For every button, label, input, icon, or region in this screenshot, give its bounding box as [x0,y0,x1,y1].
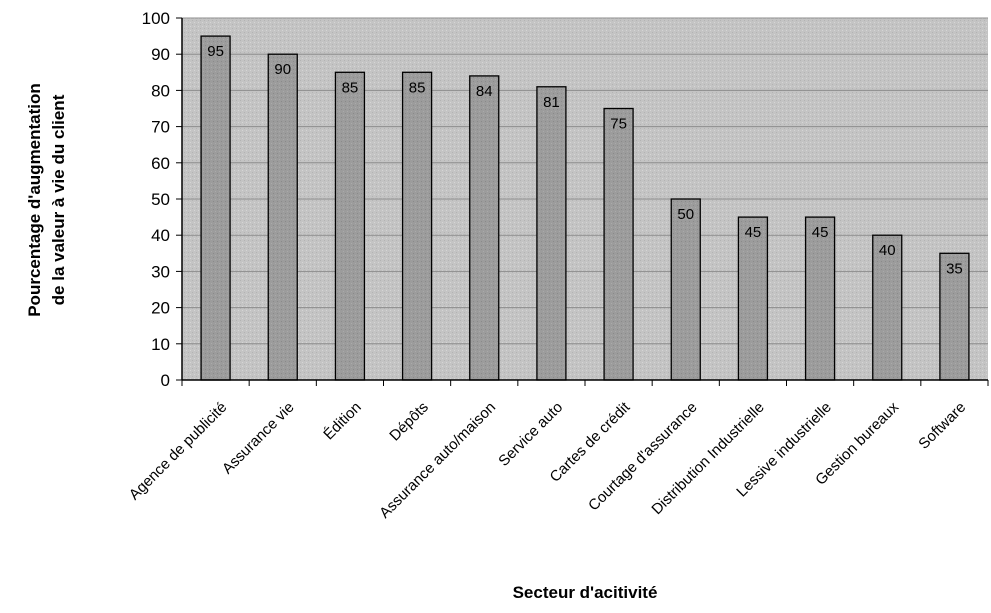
x-tick-label: Assurance vie [219,399,298,478]
data-label: 50 [677,206,694,223]
x-tick-label: Dépôts [386,399,432,445]
bar [603,107,634,381]
data-label: 90 [274,61,291,78]
bar [737,216,769,381]
data-label: 84 [476,83,493,100]
y-axis-title-line-2: de la valeur à vie du client [49,94,68,305]
bar [670,198,701,381]
bar [267,53,298,381]
y-axis-title-line-1: Pourcentage d'augmentation [25,83,44,317]
bars: 95 90 85 85 84 81 75 50 45 45 40 35 [200,35,970,381]
y-tick-label: 40 [151,226,170,245]
y-tick-label: 10 [151,335,170,354]
y-tick-label: 100 [142,9,170,28]
bar [536,86,567,381]
y-axis-ticks: 0 10 20 30 40 50 60 70 80 90 100 [142,9,182,390]
bar [939,252,970,381]
y-tick-label: 80 [151,81,170,100]
y-tick-label: 20 [151,299,170,318]
y-tick-label: 50 [151,190,170,209]
data-label: 45 [745,224,762,241]
bar [804,216,836,381]
x-tick-label: Assurance auto/maison [376,399,499,522]
x-tick-label: Agence de publicité [126,399,231,504]
bar [469,75,500,381]
gridlines [182,17,988,345]
data-label: 75 [610,116,627,133]
x-tick-label: Distribution Industrielle [648,399,767,518]
x-tick-label: Service auto [495,399,566,470]
data-label: 45 [812,224,829,241]
bar [200,35,231,381]
x-tick-label: Édition [320,399,364,443]
data-label: 85 [342,79,359,96]
y-tick-label: 70 [151,118,170,137]
bar [401,71,433,381]
data-label: 81 [543,94,560,111]
x-axis-title: Secteur d'acitivité [513,583,658,602]
bar [334,71,366,381]
bar [872,234,903,381]
y-tick-label: 60 [151,154,170,173]
y-tick-label: 0 [161,371,170,390]
x-tick-label: Courtage d'assurance [585,399,700,514]
x-tick-label: Software [915,399,969,453]
data-label: 85 [409,79,426,96]
data-label: 35 [946,260,963,277]
y-tick-label: 30 [151,262,170,281]
data-label: 95 [207,43,224,60]
data-label: 40 [879,242,896,259]
y-tick-label: 90 [151,45,170,64]
